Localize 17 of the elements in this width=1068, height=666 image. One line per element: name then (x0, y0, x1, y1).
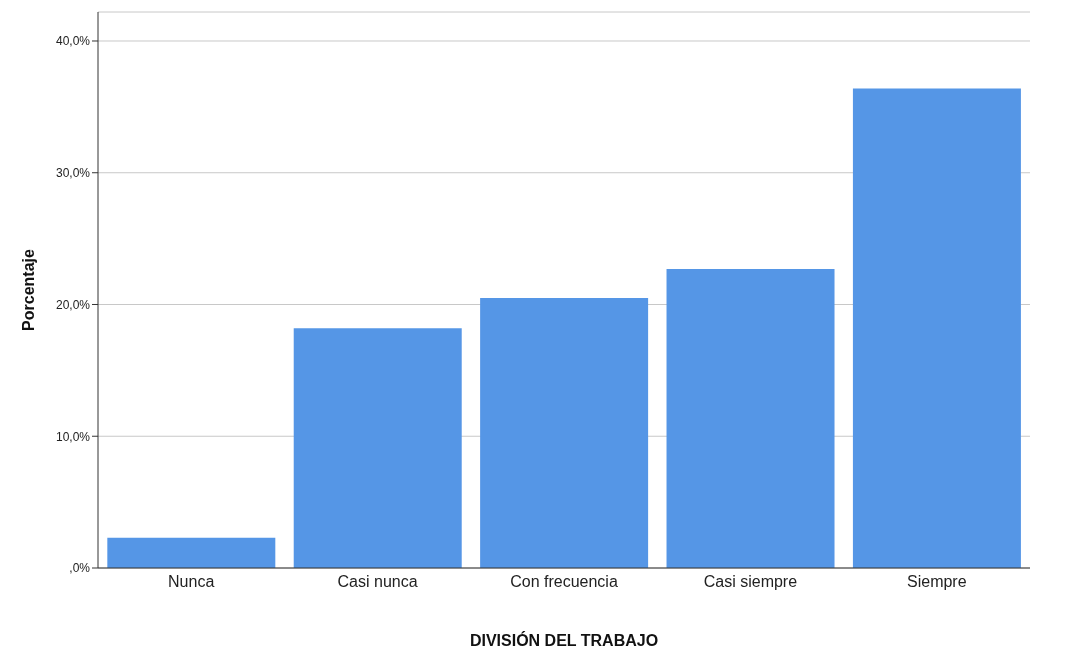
y-tick-label: 20,0% (55, 297, 91, 312)
x-tick-label: Con frecuencia (510, 573, 618, 591)
y-tick-label: 10,0% (55, 429, 91, 444)
y-axis-title: Porcentaje (19, 248, 37, 331)
x-tick-label: Siempre (907, 573, 967, 591)
bar (480, 297, 649, 568)
x-tick-label: Casi nunca (337, 573, 418, 591)
bar (107, 537, 276, 568)
bar (293, 328, 462, 568)
x-tick-label: Casi siempre (703, 573, 798, 591)
y-tick-label: 30,0% (55, 166, 91, 180)
y-tick-label: 40,0% (55, 34, 91, 49)
bar (666, 268, 835, 568)
x-axis-title: DIVISIÓN DEL TRABAJO (469, 631, 659, 649)
x-tick-label: Nunca (168, 573, 215, 591)
y-tick-label: ,0% (69, 561, 91, 576)
bar (852, 88, 1021, 568)
